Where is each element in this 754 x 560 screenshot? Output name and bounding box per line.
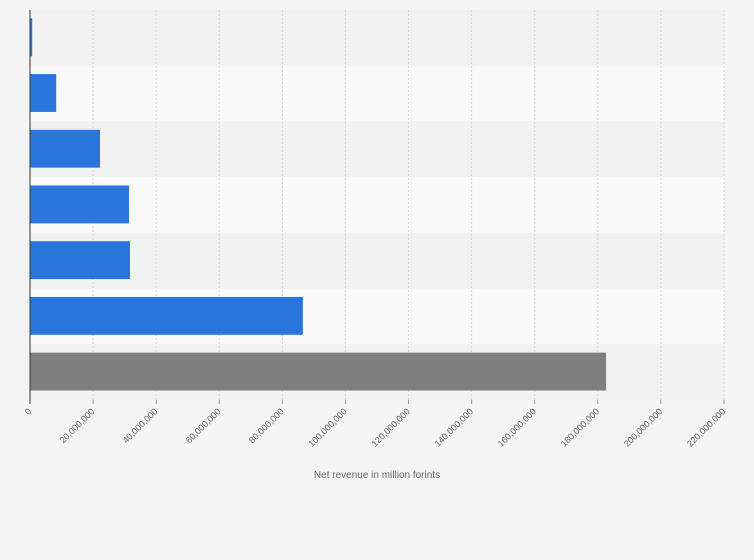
x-tick-label: 60,000,000 (184, 406, 223, 445)
band-background (30, 232, 724, 289)
bar (30, 18, 33, 57)
x-tick-label: 80,000,000 (247, 406, 286, 445)
band-background (30, 177, 724, 233)
band-background (30, 65, 724, 122)
x-axis-title: Net revenue in million forints (314, 470, 440, 481)
x-tick-label: 100,000,000 (306, 406, 348, 448)
x-tick-label: 160,000,000 (496, 406, 538, 448)
x-tick-label: 0 (23, 406, 34, 417)
bar (30, 241, 130, 280)
x-tick-label: 180,000,000 (559, 406, 601, 448)
bar (30, 296, 303, 335)
x-tick-label: 220,000,000 (685, 406, 727, 448)
bar (30, 185, 130, 224)
band-background (30, 10, 724, 66)
x-tick-label: 200,000,000 (622, 406, 664, 448)
x-tick-label: 20,000,000 (58, 406, 97, 445)
x-tick-label: 120,000,000 (369, 406, 411, 448)
bar (30, 74, 57, 112)
bar (30, 129, 101, 168)
bar (30, 352, 607, 391)
x-tick-label: 140,000,000 (433, 406, 475, 448)
x-tick-label: 40,000,000 (121, 406, 160, 445)
band-background (30, 121, 724, 178)
